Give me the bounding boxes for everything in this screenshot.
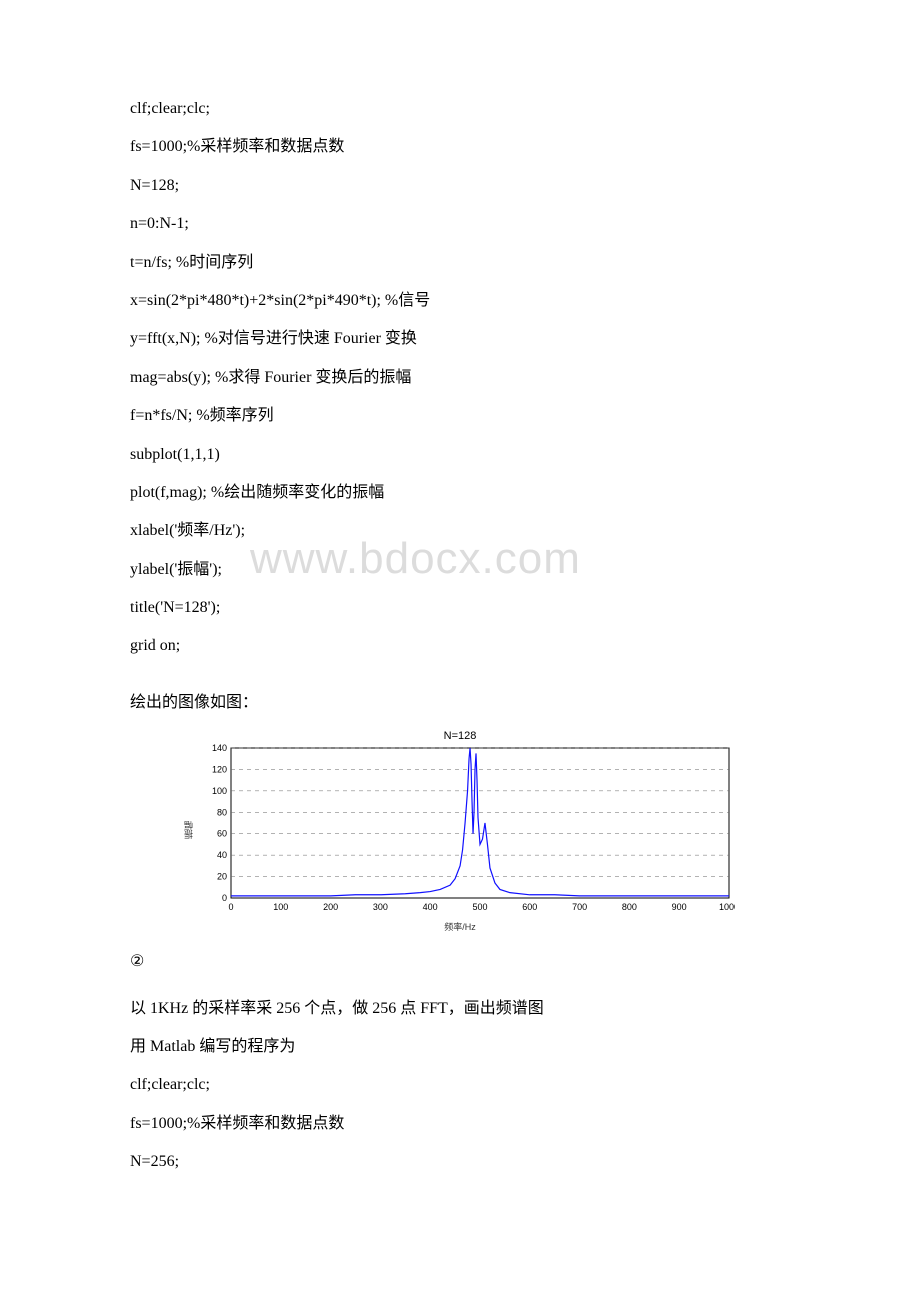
svg-text:700: 700 <box>572 902 587 912</box>
svg-text:0: 0 <box>228 902 233 912</box>
svg-text:800: 800 <box>622 902 637 912</box>
svg-text:140: 140 <box>212 744 227 753</box>
svg-text:300: 300 <box>373 902 388 912</box>
svg-text:0: 0 <box>222 893 227 903</box>
svg-text:600: 600 <box>522 902 537 912</box>
svg-text:60: 60 <box>217 829 227 839</box>
code-line: f=n*fs/N; %频率序列 <box>130 397 790 435</box>
code-line: 以 1KHz 的采样率采 256 个点，做 256 点 FFT，画出频谱图 <box>130 990 790 1028</box>
code-line: subplot(1,1,1) <box>130 436 790 474</box>
code-line: clf;clear;clc; <box>130 90 790 128</box>
code-line: fs=1000;%采样频率和数据点数 <box>130 128 790 166</box>
svg-text:20: 20 <box>217 872 227 882</box>
code-block-1: clf;clear;clc;fs=1000;%采样频率和数据点数N=128;n=… <box>130 90 790 666</box>
chart-plot-area: 0 20 40 60 80 100 120 140 0 100 200 300 400 500 600 700… <box>195 744 735 916</box>
code-line: mag=abs(y); %求得 Fourier 变换后的振幅 <box>130 359 790 397</box>
svg-text:200: 200 <box>323 902 338 912</box>
code-line: y=fft(x,N); %对信号进行快速 Fourier 变换 <box>130 320 790 358</box>
svg-text:900: 900 <box>672 902 687 912</box>
chart-xlabel: 频率/Hz <box>180 920 740 933</box>
code-line: n=0:N-1; <box>130 205 790 243</box>
section-number-2: ② <box>130 943 790 981</box>
text-block-2: 以 1KHz 的采样率采 256 个点，做 256 点 FFT，画出频谱图 用 … <box>130 990 790 1182</box>
svg-text:1000: 1000 <box>719 902 735 912</box>
svg-text:80: 80 <box>217 808 227 818</box>
chart-ylabel: 振幅 <box>180 744 195 916</box>
code-line: x=sin(2*pi*480*t)+2*sin(2*pi*490*t); %信号 <box>130 282 790 320</box>
code-line: clf;clear;clc; <box>130 1066 790 1104</box>
code-line: N=128; <box>130 167 790 205</box>
code-line: ylabel('振幅'); <box>130 551 790 589</box>
code-line: N=256; <box>130 1143 790 1181</box>
svg-text:500: 500 <box>472 902 487 912</box>
svg-text:120: 120 <box>212 765 227 775</box>
code-line: title('N=128'); <box>130 589 790 627</box>
fft-chart: N=128 振幅 0 20 40 60 80 100 120 140 0 100 200 300 400… <box>180 730 740 933</box>
chart-title: N=128 <box>180 730 740 742</box>
code-line: grid on; <box>130 627 790 665</box>
code-line: t=n/fs; %时间序列 <box>130 244 790 282</box>
svg-text:400: 400 <box>423 902 438 912</box>
code-line: fs=1000;%采样频率和数据点数 <box>130 1105 790 1143</box>
svg-text:100: 100 <box>212 786 227 796</box>
code-line: 用 Matlab 编写的程序为 <box>130 1028 790 1066</box>
svg-text:100: 100 <box>273 902 288 912</box>
svg-text:40: 40 <box>217 850 227 860</box>
code-line: xlabel('频率/Hz'); <box>130 512 790 550</box>
figure-caption: 绘出的图像如图： <box>130 684 790 722</box>
code-line: plot(f,mag); %绘出随频率变化的振幅 <box>130 474 790 512</box>
